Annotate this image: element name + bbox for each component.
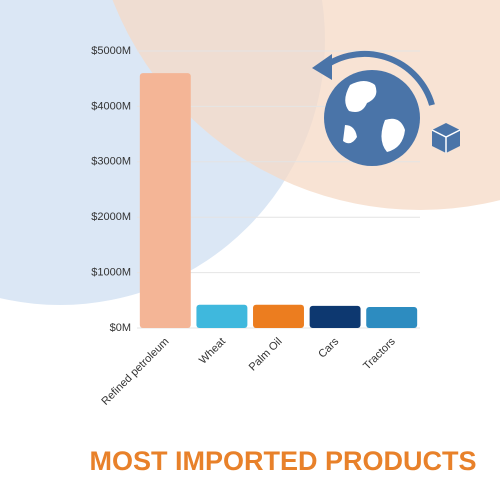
background bbox=[0, 0, 500, 305]
bar bbox=[139, 73, 191, 328]
background-circle bbox=[112, 0, 500, 210]
x-tick-label: Refined petroleum bbox=[99, 336, 171, 408]
y-tick-label: $2000M bbox=[91, 211, 131, 223]
y-tick-label: $1000M bbox=[91, 267, 131, 279]
y-tick-label: $0M bbox=[110, 322, 131, 334]
bar bbox=[309, 305, 361, 328]
bar bbox=[366, 306, 418, 328]
chart-title: MOST IMPORTED PRODUCTS bbox=[89, 446, 476, 476]
bar bbox=[253, 304, 304, 328]
x-tick-label: Tractors bbox=[361, 335, 398, 372]
x-tick-label: Cars bbox=[316, 335, 341, 360]
x-tick-label: Palm Oil bbox=[247, 336, 285, 374]
bar bbox=[196, 304, 248, 328]
y-tick-label: $5000M bbox=[91, 45, 131, 57]
y-tick-label: $3000M bbox=[91, 156, 131, 168]
y-tick-label: $4000M bbox=[91, 100, 131, 112]
globe-icon bbox=[312, 50, 461, 166]
x-tick-label: Wheat bbox=[197, 336, 228, 367]
